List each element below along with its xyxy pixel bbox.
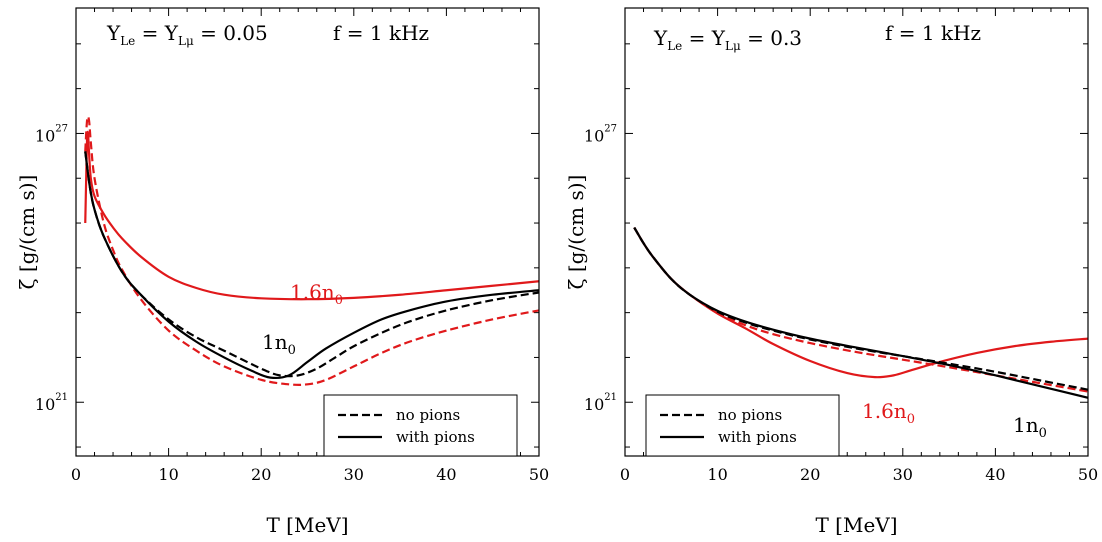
y-tick-label: 1027 bbox=[584, 123, 617, 145]
x-axis-label: T [MeV] bbox=[815, 513, 897, 537]
x-tick-label: 10 bbox=[707, 465, 727, 484]
legend-label-with-pions: with pions bbox=[718, 428, 797, 446]
series-line-1n0-with-pions bbox=[633, 226, 1088, 399]
y-tick-labels: 1021 1027 bbox=[584, 123, 617, 414]
density-label-1.6n0: 1.6n0 bbox=[862, 399, 915, 427]
x-axis-label: T [MeV] bbox=[266, 513, 348, 537]
series-group bbox=[84, 115, 539, 386]
y-tick-labels: 1021 1027 bbox=[35, 123, 68, 414]
x-tick-label: 40 bbox=[985, 465, 1005, 484]
y-axis-label: ζ [g/(cm s)] bbox=[15, 175, 39, 290]
series-line-16n0-with-pions bbox=[84, 130, 539, 301]
legend-label-with-pions: with pions bbox=[396, 428, 475, 446]
density-label-1.6n0: 1.6n0 bbox=[290, 280, 343, 308]
legend-label-no-pions: no pions bbox=[396, 406, 460, 424]
series-line-16n0-no-pions bbox=[633, 226, 1088, 393]
plot-frame bbox=[75, 7, 540, 457]
x-tick-label: 50 bbox=[529, 465, 549, 484]
series-line-16n0-no-pions bbox=[84, 115, 539, 386]
x-tick-label: 40 bbox=[436, 465, 456, 484]
frequency-label: f = 1 kHz bbox=[333, 21, 429, 45]
plot-frame bbox=[624, 7, 1089, 457]
series-group bbox=[633, 226, 1088, 399]
x-tick-label: 30 bbox=[344, 465, 364, 484]
series-line-1n0-no-pions bbox=[84, 151, 539, 378]
y-tick-label: 1021 bbox=[584, 392, 617, 414]
y-axis-label: ζ [g/(cm s)] bbox=[564, 175, 588, 290]
density-label-1n0: 1n0 bbox=[262, 330, 296, 358]
axis-ticks bbox=[75, 8, 540, 456]
x-tick-label: 10 bbox=[158, 465, 178, 484]
x-tick-label: 30 bbox=[893, 465, 913, 484]
x-tick-label: 20 bbox=[251, 465, 271, 484]
axis-ticks bbox=[624, 8, 1089, 456]
x-tick-labels: 0 10 20 30 40 50 bbox=[71, 465, 549, 484]
legend-label-no-pions: no pions bbox=[718, 406, 782, 424]
params-label: YLe = YLμ = 0.3 bbox=[653, 26, 802, 53]
legend-box bbox=[645, 394, 840, 457]
chart-panel-1: 0 10 20 30 40 50 1021 1027 T [MeV] ζ [g/(cm s)] YL… bbox=[15, 7, 549, 537]
density-label-1n0: 1n0 bbox=[1013, 413, 1047, 441]
x-tick-labels: 0 10 20 30 40 50 bbox=[620, 465, 1098, 484]
x-tick-label: 20 bbox=[800, 465, 820, 484]
frequency-label: f = 1 kHz bbox=[885, 21, 981, 45]
params-label: YLe = YLμ = 0.05 bbox=[106, 21, 268, 48]
series-line-1n0-with-pions bbox=[84, 151, 539, 380]
legend: no pions with pions bbox=[645, 394, 840, 457]
series-line-1n0-no-pions bbox=[633, 226, 1088, 391]
legend-box bbox=[323, 394, 518, 457]
x-tick-label: 0 bbox=[71, 465, 81, 484]
y-tick-label: 1021 bbox=[35, 392, 68, 414]
x-tick-label: 50 bbox=[1078, 465, 1098, 484]
legend: no pions with pions bbox=[323, 394, 518, 457]
chart-panel-2: 0 10 20 30 40 50 1021 1027 T [MeV] ζ [g/(cm s)] YL… bbox=[564, 7, 1098, 537]
x-tick-label: 0 bbox=[620, 465, 630, 484]
y-tick-label: 1027 bbox=[35, 123, 68, 145]
